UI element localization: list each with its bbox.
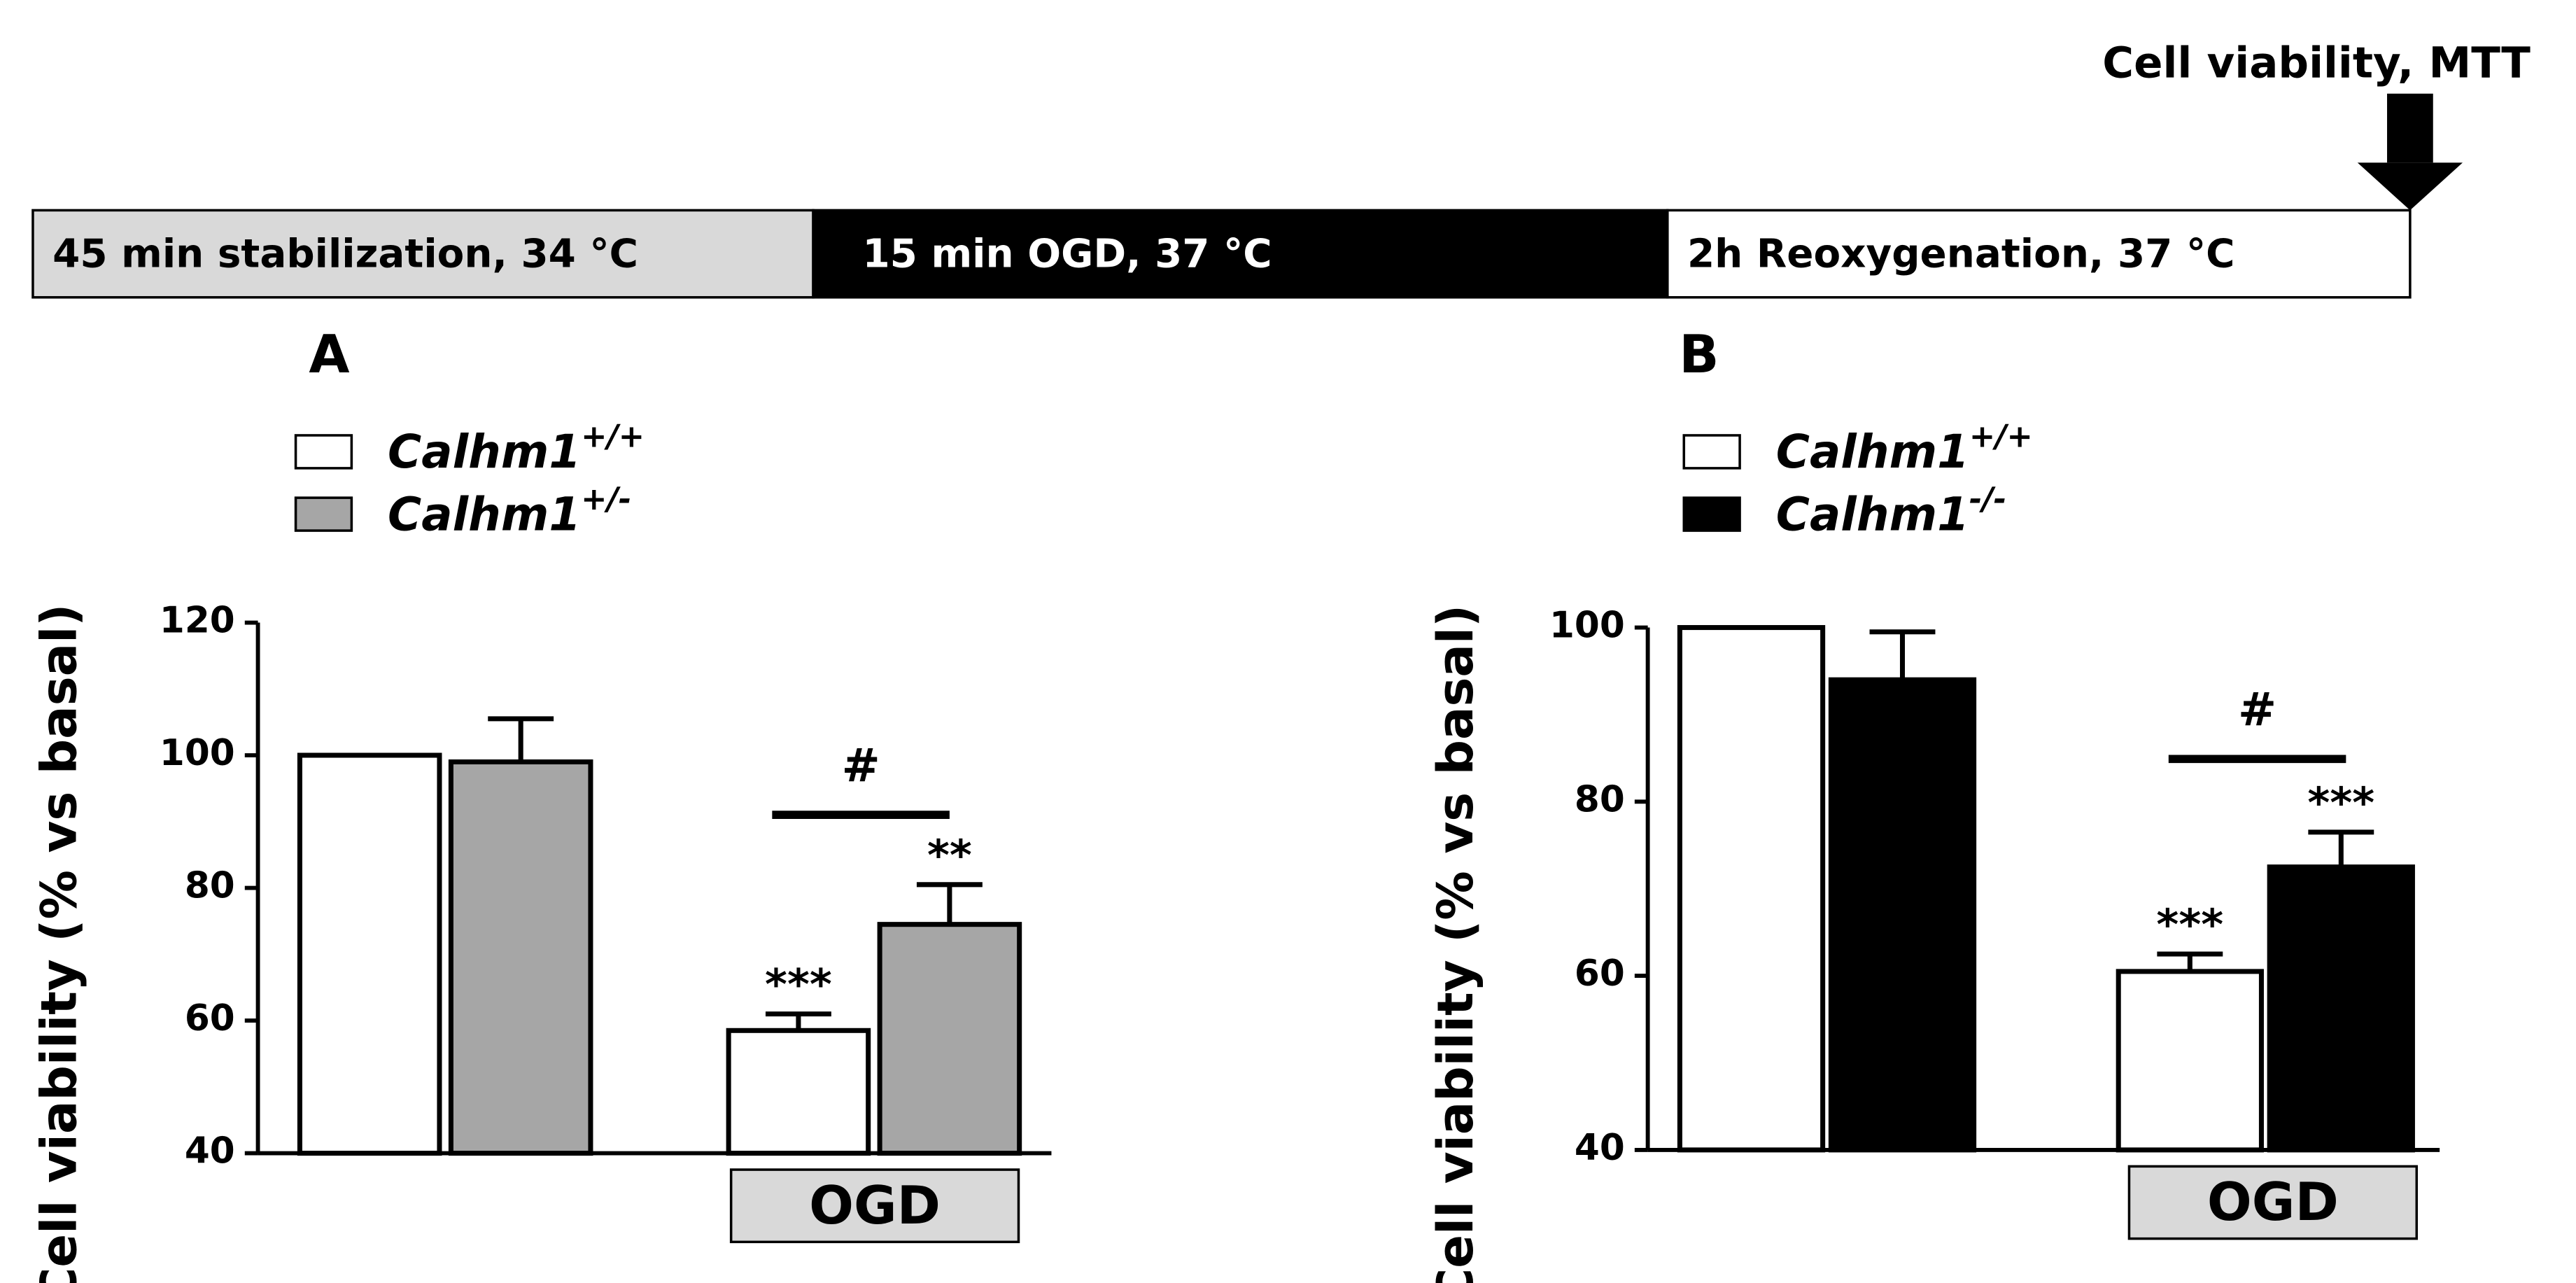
legend-genotype: +/+ <box>1969 419 2033 455</box>
x-tick-label: OGD <box>2207 1171 2339 1233</box>
significance-label: # <box>842 739 880 792</box>
legend-label: Calhm1-/- <box>1776 481 2006 542</box>
significance-label: *** <box>2156 900 2223 950</box>
y-tick-label: 40 <box>1575 1127 1625 1169</box>
bar <box>2116 969 2264 1153</box>
timeline-label: 15 min OGD, 37 °C <box>862 232 1272 277</box>
legend-swatch <box>294 496 353 532</box>
error-bar <box>2157 951 2223 972</box>
legend-label: Calhm1+/+ <box>388 419 645 479</box>
significance-label: # <box>2238 684 2276 737</box>
endpoint-label: Cell viability, MTT <box>2102 38 2531 87</box>
bar <box>2267 864 2415 1153</box>
legend-name: Calhm1 <box>1776 488 1969 541</box>
legend-genotype: +/+ <box>581 419 645 455</box>
y-tick-label: 40 <box>185 1130 235 1172</box>
y-axis-label: Cell viability (% vs basal) <box>1427 605 1484 1283</box>
error-bar <box>488 716 554 762</box>
y-tick-label: 60 <box>185 997 235 1039</box>
legend-name: Calhm1 <box>388 426 581 479</box>
y-tick-label: 120 <box>160 600 235 642</box>
timeline-label: 45 min stabilization, 34 °C <box>52 232 638 277</box>
timeline-label: 2h Reoxygenation, 37 °C <box>1687 232 2235 277</box>
legend-genotype: -/- <box>1969 481 2006 517</box>
timeline-segment <box>31 209 815 299</box>
panel-label: B <box>1679 323 1719 385</box>
legend-swatch <box>1682 496 1741 532</box>
error-bar <box>2308 829 2374 867</box>
y-tick-label: 80 <box>1575 778 1625 820</box>
x-tick-label: OGD <box>809 1175 941 1236</box>
significance-label: *** <box>2307 778 2374 828</box>
legend-name: Calhm1 <box>1776 426 1969 479</box>
bar <box>448 759 593 1156</box>
significance-label: *** <box>765 960 832 1010</box>
y-tick-label: 100 <box>160 732 235 774</box>
legend-label: Calhm1+/+ <box>1776 419 2033 479</box>
legend-swatch <box>1682 434 1741 470</box>
y-tick-label: 100 <box>1549 605 1625 647</box>
y-tick-label: 80 <box>185 865 235 907</box>
group-label-box <box>729 1168 1020 1244</box>
legend-genotype: +/- <box>581 481 631 517</box>
panel-label: A <box>309 323 349 385</box>
error-bar <box>765 1011 831 1031</box>
legend-label: Calhm1+/- <box>388 481 631 542</box>
bar <box>877 922 1022 1156</box>
legend-swatch <box>294 434 353 470</box>
bar <box>1828 677 1977 1153</box>
bar <box>297 752 442 1156</box>
timeline-segment <box>1666 209 2412 299</box>
y-axis-label: Cell viability (% vs basal) <box>31 604 88 1283</box>
legend-name: Calhm1 <box>388 488 581 541</box>
bar <box>1677 625 1826 1153</box>
error-bar <box>916 882 983 925</box>
bar <box>726 1028 871 1156</box>
y-tick-label: 60 <box>1575 953 1625 995</box>
error-bar <box>1869 629 1936 680</box>
timeline-segment <box>812 209 1669 299</box>
significance-label: ** <box>927 831 972 881</box>
endpoint-arrow <box>2357 93 2463 211</box>
group-label-box <box>2127 1165 2419 1240</box>
